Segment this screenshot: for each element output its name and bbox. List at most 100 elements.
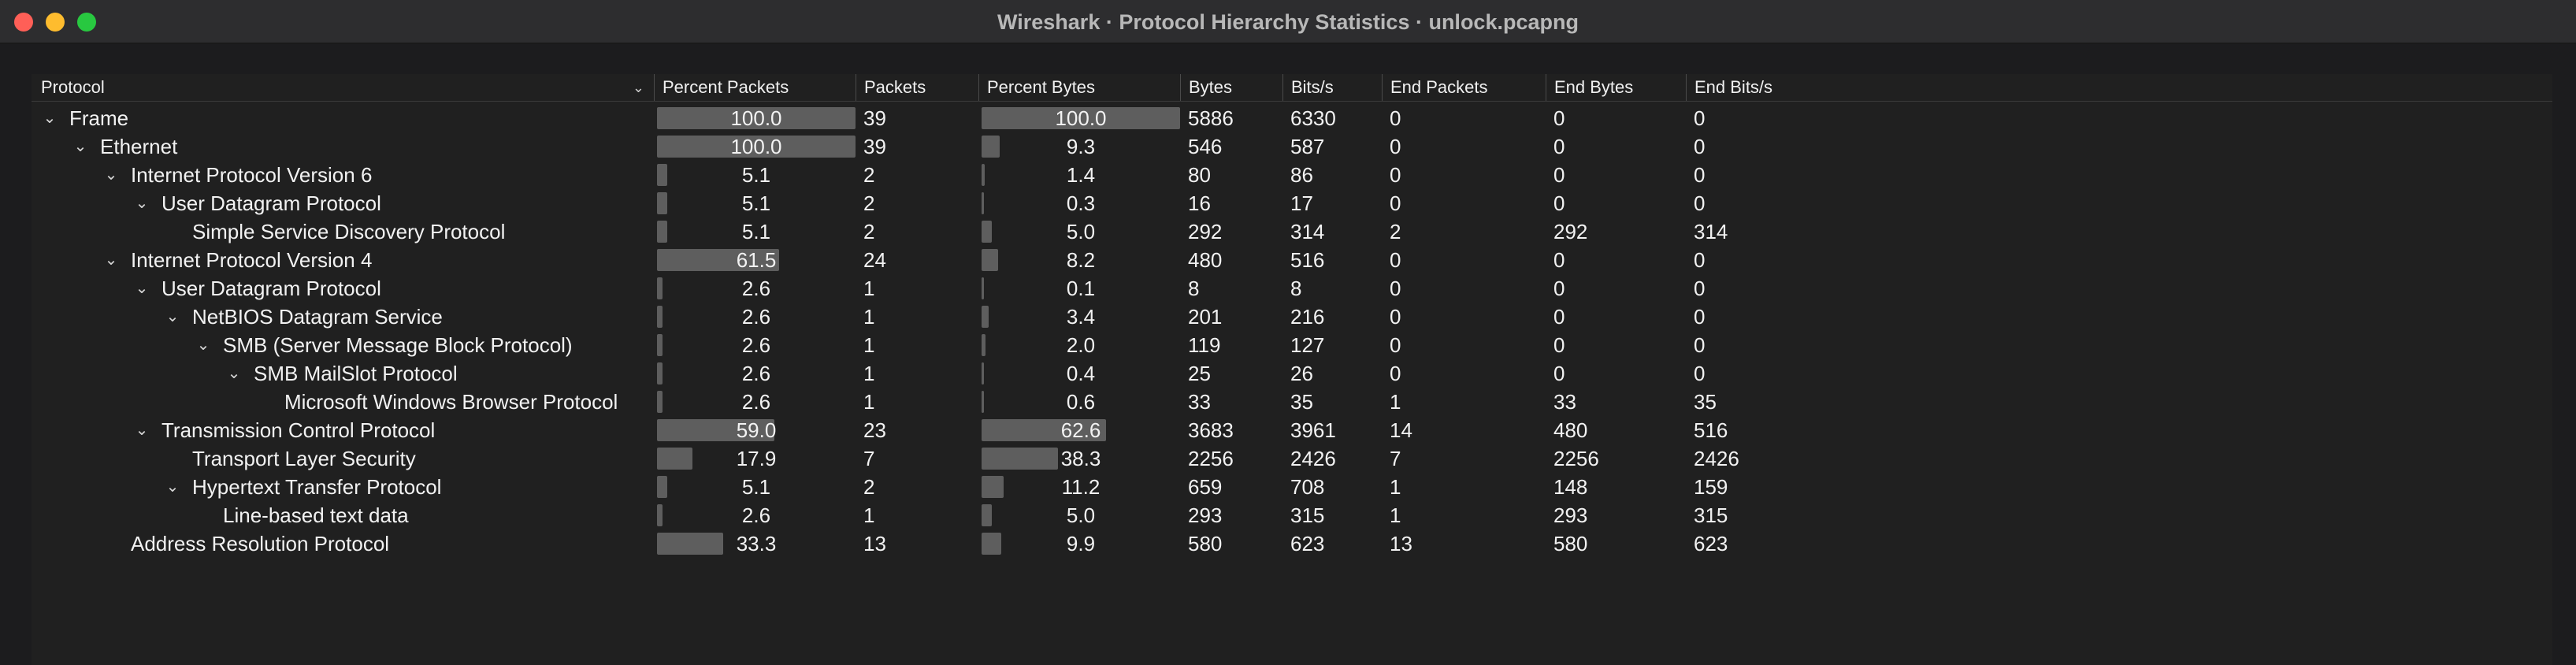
percent-bytes-bar: 9.3	[982, 136, 1180, 158]
percent-value: 5.1	[741, 163, 771, 187]
percent-packets-bar: 2.6	[657, 277, 856, 299]
percent-packets-bar: 2.6	[657, 362, 856, 385]
header-col-protocol[interactable]: Protocol ⌄	[32, 74, 654, 101]
end-bytes-cell: 292	[1553, 220, 1588, 243]
end-packets-cell: 1	[1390, 475, 1401, 499]
minimize-button[interactable]	[46, 13, 65, 32]
percent-bar-fill	[982, 277, 984, 299]
bytes-cell: 546	[1188, 135, 1223, 158]
tree-row[interactable]: Simple Service Discovery Protocol 5.1 2 5.0…	[32, 217, 2552, 246]
percent-bar-fill	[982, 221, 992, 243]
header-col-percent-bytes[interactable]: Percent Bytes	[978, 74, 1180, 101]
header-label: Bytes	[1189, 77, 1233, 97]
percent-bar-fill	[657, 504, 663, 526]
bytes-cell: 293	[1188, 503, 1223, 527]
percent-value: 2.6	[741, 277, 771, 300]
expand-chevron-down-icon[interactable]: ⌄	[104, 251, 118, 269]
header-col-packets[interactable]: Packets	[856, 74, 978, 101]
protocol-cell: ⌄ SMB MailSlot Protocol	[222, 359, 458, 388]
expand-chevron-down-icon[interactable]: ⌄	[165, 478, 180, 496]
protocol-cell: ⌄ Frame	[38, 104, 129, 132]
protocol-cell: ⌄ Transmission Control Protocol	[130, 416, 436, 444]
expand-chevron-down-icon[interactable]: ⌄	[165, 308, 180, 325]
percent-bar-fill	[982, 362, 984, 385]
tree-row[interactable]: ⌄ Frame 100.0 39 100.0 5886 6330 0 0 0	[32, 104, 2552, 132]
percent-bar-fill	[657, 533, 723, 555]
tree-row[interactable]: Address Resolution Protocol 33.3 13 9.9 580 6…	[32, 529, 2552, 558]
bits-per-second-cell: 314	[1290, 220, 1325, 243]
expand-chevron-down-icon[interactable]: ⌄	[43, 110, 57, 127]
expand-chevron-down-icon[interactable]: ⌄	[135, 195, 149, 212]
end-bits-per-second-cell: 0	[1694, 248, 1706, 272]
tree-row[interactable]: ⌄ SMB (Server Message Block Protocol) 2.6 1…	[32, 331, 2552, 359]
protocol-name: Simple Service Discovery Protocol	[192, 220, 506, 243]
title-bar: Wireshark · Protocol Hierarchy Statistic…	[0, 0, 2576, 44]
expand-chevron-down-icon[interactable]: ⌄	[227, 365, 241, 382]
end-bits-per-second-cell: 2426	[1694, 447, 1739, 470]
percent-bytes-bar: 5.0	[982, 221, 1180, 243]
packets-cell: 1	[863, 305, 875, 329]
percent-bytes-bar: 8.2	[982, 249, 1180, 271]
tree-row[interactable]: ⌄ Hypertext Transfer Protocol 5.1 2 11.2 659 7…	[32, 473, 2552, 501]
maximize-button[interactable]	[77, 13, 96, 32]
tree-row[interactable]: ⌄ SMB MailSlot Protocol 2.6 1 0.4 25 26 0 0 0	[32, 359, 2552, 388]
tree-row[interactable]: Microsoft Windows Browser Protocol 2.6 1 0.…	[32, 388, 2552, 416]
percent-bar-fill	[657, 306, 663, 328]
bytes-cell: 292	[1188, 220, 1223, 243]
expand-chevron-down-icon[interactable]: ⌄	[104, 166, 118, 184]
end-packets-cell: 13	[1390, 532, 1412, 555]
sort-chevron-down-icon[interactable]: ⌄	[632, 80, 644, 95]
percent-bytes-bar: 9.9	[982, 533, 1180, 555]
percent-packets-bar: 5.1	[657, 164, 856, 186]
percent-value: 2.6	[741, 333, 771, 357]
packets-cell: 2	[863, 191, 875, 215]
protocol-name: SMB MailSlot Protocol	[254, 362, 458, 385]
column-header-row: Protocol ⌄ Percent Packets Packets Percent B…	[32, 74, 2552, 102]
tree-row[interactable]: ⌄ User Datagram Protocol 5.1 2 0.3 16 17 0 0 0	[32, 189, 2552, 217]
end-packets-cell: 0	[1390, 305, 1401, 329]
bits-per-second-cell: 587	[1290, 135, 1325, 158]
tree-row[interactable]: ⌄ Ethernet 100.0 39 9.3 546 587 0 0 0	[32, 132, 2552, 161]
expand-chevron-down-icon[interactable]: ⌄	[73, 138, 87, 155]
tree-row[interactable]: Transport Layer Security 17.9 7 38.3 2256 242…	[32, 444, 2552, 473]
end-bits-per-second-cell: 623	[1694, 532, 1728, 555]
end-packets-cell: 0	[1390, 135, 1401, 158]
expand-chevron-down-icon[interactable]: ⌄	[135, 280, 149, 297]
header-col-end-bits-per-second[interactable]: End Bits/s	[1686, 74, 1922, 101]
bits-per-second-cell: 35	[1290, 390, 1313, 414]
expand-chevron-down-icon[interactable]: ⌄	[196, 336, 210, 354]
tree-row[interactable]: ⌄ Internet Protocol Version 6 5.1 2 1.4 80 86 0…	[32, 161, 2552, 189]
close-button[interactable]	[14, 13, 33, 32]
percent-value: 9.9	[1066, 532, 1096, 555]
packets-cell: 1	[863, 390, 875, 414]
header-label: Packets	[864, 77, 926, 97]
header-col-bytes[interactable]: Bytes	[1180, 74, 1282, 101]
percent-bar-fill	[982, 419, 1106, 441]
tree-row[interactable]: ⌄ Transmission Control Protocol 59.0 23 62.6…	[32, 416, 2552, 444]
header-col-end-bytes[interactable]: End Bytes	[1546, 74, 1686, 101]
end-bytes-cell: 0	[1553, 305, 1565, 329]
tree-row[interactable]: ⌄ User Datagram Protocol 2.6 1 0.1 8 8 0 0 0	[32, 274, 2552, 303]
end-bytes-cell: 0	[1553, 248, 1565, 272]
protocol-hierarchy-tree[interactable]: Protocol ⌄ Percent Packets Packets Percent B…	[32, 74, 2552, 665]
percent-value: 5.1	[741, 220, 771, 243]
tree-row[interactable]: Line-based text data 2.6 1 5.0 293 315 1 293 315	[32, 501, 2552, 529]
percent-packets-bar: 2.6	[657, 334, 856, 356]
end-bytes-cell: 0	[1553, 362, 1565, 385]
end-bits-per-second-cell: 0	[1694, 333, 1706, 357]
protocol-name: Internet Protocol Version 6	[131, 163, 373, 187]
protocol-name: User Datagram Protocol	[161, 277, 381, 300]
expand-chevron-down-icon[interactable]: ⌄	[135, 422, 149, 439]
protocol-cell: Simple Service Discovery Protocol	[161, 217, 505, 246]
percent-bytes-bar: 0.6	[982, 391, 1180, 413]
tree-row[interactable]: ⌄ Internet Protocol Version 4 61.5 24 8.2 480…	[32, 246, 2552, 274]
percent-value: 5.1	[741, 191, 771, 215]
end-bits-per-second-cell: 159	[1694, 475, 1728, 499]
header-col-bits-per-second[interactable]: Bits/s	[1282, 74, 1382, 101]
header-col-end-packets[interactable]: End Packets	[1382, 74, 1546, 101]
header-col-percent-packets[interactable]: Percent Packets	[654, 74, 856, 101]
bits-per-second-cell: 26	[1290, 362, 1313, 385]
percent-bytes-bar: 5.0	[982, 504, 1180, 526]
tree-row[interactable]: ⌄ NetBIOS Datagram Service 2.6 1 3.4 201 216 0 0…	[32, 303, 2552, 331]
end-bits-per-second-cell: 0	[1694, 135, 1706, 158]
